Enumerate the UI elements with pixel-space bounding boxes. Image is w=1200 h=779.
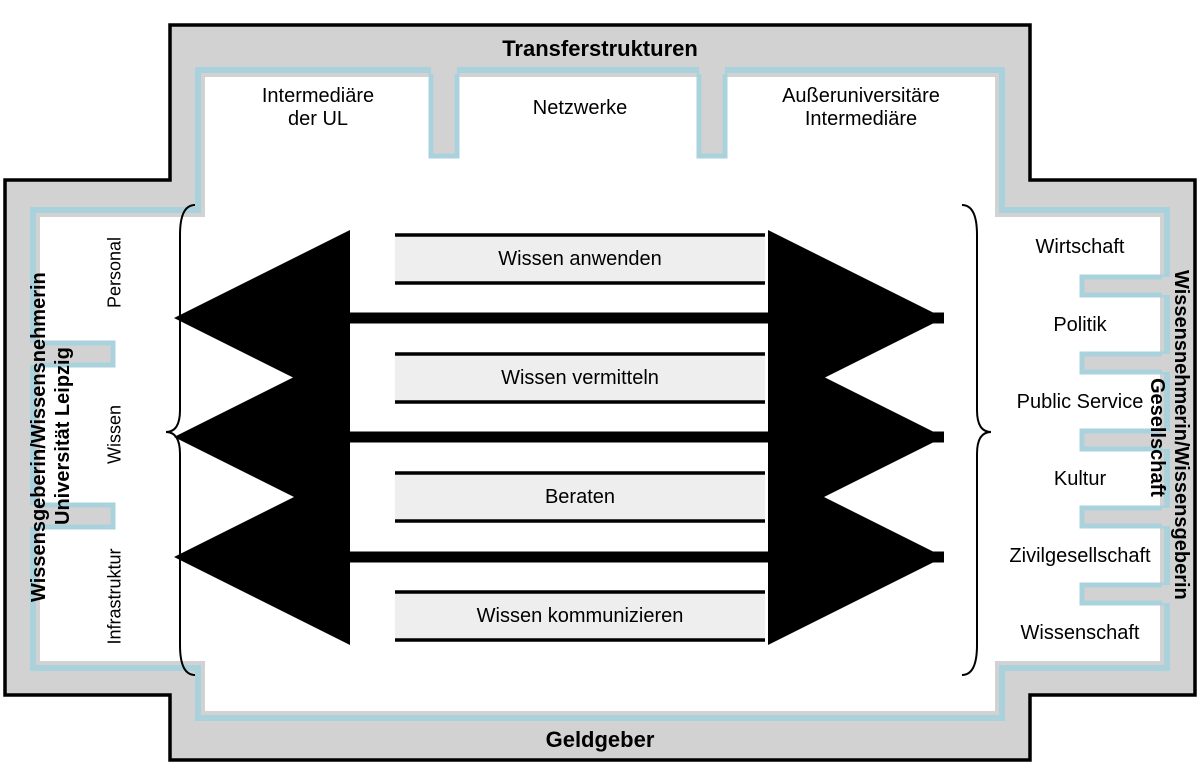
top-sub-3-line1: Außeruniversitäre <box>728 85 994 108</box>
center-box-1: Wissen anwenden <box>395 248 765 271</box>
right-cell-6: Wissenschaft <box>1000 622 1160 645</box>
top-sub-1-line1: Intermediäre <box>208 85 428 108</box>
top-sub-1-line2: der UL <box>208 108 428 131</box>
diagram-stage: Transferstrukturen Geldgeber Wissensgebe… <box>0 0 1200 779</box>
left-label-line1: Wissensgeberin/Wissensnehmerin <box>28 272 51 602</box>
top-sub-2: Netzwerke <box>460 97 700 120</box>
right-label-line1: Wissensnehmerin/Wissensgeberin <box>1169 270 1192 600</box>
top-sub-1: Intermediäre der UL <box>208 85 428 131</box>
right-cell-4: Kultur <box>1000 468 1160 491</box>
right-cell-5: Zivilgesellschaft <box>1000 545 1160 568</box>
left-label-line2: Universität Leipzig <box>52 347 75 525</box>
left-cell-2: Wissen <box>105 380 126 490</box>
top-sub-3: Außeruniversitäre Intermediäre <box>728 85 994 131</box>
center-box-3: Beraten <box>395 486 765 509</box>
right-cell-1: Wirtschaft <box>1000 236 1160 259</box>
right-cell-3: Public Service <box>1000 391 1160 414</box>
center-box-2: Wissen vermitteln <box>395 367 765 390</box>
center-box-4: Wissen kommunizieren <box>395 605 765 628</box>
top-sub-3-line2: Intermediäre <box>728 108 994 131</box>
title-top: Transferstrukturen <box>170 36 1030 62</box>
left-cell-3: Infrastruktur <box>105 537 126 657</box>
title-bottom: Geldgeber <box>170 727 1030 753</box>
right-cell-2: Politik <box>1000 314 1160 337</box>
left-cell-1: Personal <box>105 213 126 333</box>
